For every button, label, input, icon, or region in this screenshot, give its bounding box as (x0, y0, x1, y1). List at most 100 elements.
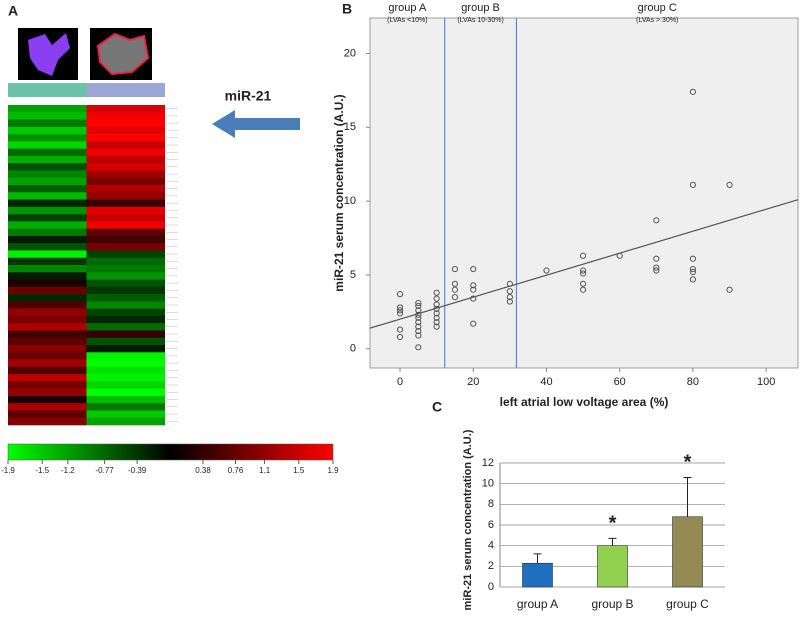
data-point (579, 286, 587, 293)
heatmap-cell (8, 381, 87, 389)
colorbar (7, 443, 334, 461)
data-point (653, 264, 660, 271)
heatmap-cell (86, 395, 165, 404)
heatmap-cell (8, 272, 87, 280)
data-point (543, 267, 550, 274)
data-point (579, 280, 587, 287)
data-point (451, 286, 459, 293)
heatmap-cell (8, 170, 87, 179)
heatmap-cell (8, 185, 87, 193)
data-point (415, 302, 422, 310)
heatmap-cell (8, 286, 87, 295)
data-point (451, 294, 459, 301)
gene-labels (166, 108, 178, 422)
heatmap-cell (86, 279, 165, 288)
heatmap-cell (8, 155, 87, 164)
data-point (506, 294, 513, 301)
x-tick-label: group C (666, 597, 709, 611)
heatmap-cell (8, 141, 87, 149)
error-bar (608, 537, 617, 546)
data-point (689, 268, 697, 276)
heatmap-cell (8, 228, 87, 237)
bar (597, 545, 628, 588)
heatmap-cell (8, 206, 87, 215)
arrow (212, 110, 300, 138)
heatmap-cell (86, 141, 165, 149)
colorbar-tick-label: -1.9 (1, 466, 15, 475)
heatmap-cell (8, 294, 87, 302)
heatmap-cell (8, 388, 87, 397)
heatmap-cell (8, 126, 87, 135)
heatmap-cell (86, 119, 165, 128)
data-point (433, 323, 440, 330)
heatmap-cell (8, 257, 87, 266)
y-tick-label: 0 (488, 581, 494, 593)
y-axis-label: miR-21 serum concentration (A.U.) (332, 94, 346, 291)
heatmap-cell (86, 308, 165, 317)
trend-line (369, 199, 799, 329)
heatmap-cell (8, 395, 87, 404)
heatmap-cell (86, 170, 165, 179)
heatmap-cell (8, 177, 87, 186)
heatmap-cell (8, 301, 87, 309)
heatmap-cell (8, 199, 87, 208)
heatmap-cell (86, 301, 165, 309)
data-point (433, 305, 440, 313)
heatmap-cell (86, 315, 165, 324)
data-point (470, 265, 477, 273)
x-tick-label: 20 (467, 376, 479, 388)
data-point (433, 289, 440, 296)
group-label: group C (638, 2, 677, 14)
data-point (415, 311, 422, 318)
thumbnail-shape (96, 32, 150, 76)
data-point (470, 286, 477, 293)
error-bar (683, 476, 692, 517)
heatmap-cell (8, 330, 87, 339)
panel-label: B (342, 1, 352, 17)
data-point (415, 319, 422, 326)
x-tick-label: 60 (614, 376, 626, 388)
heatmap-cell (8, 119, 87, 128)
data-point (470, 320, 477, 327)
data-point (689, 181, 697, 188)
colorbar-tick-label: 1.1 (259, 466, 271, 475)
x-axis-label: left atrial low voltage area (%) (500, 395, 669, 409)
heatmap-cell (86, 243, 165, 251)
data-point (433, 314, 440, 321)
heatmap-cell (86, 410, 165, 419)
data-point (415, 314, 422, 321)
heatmap-cell (86, 381, 165, 389)
data-point (396, 310, 404, 317)
data-point (433, 319, 440, 326)
data-point (470, 282, 477, 289)
heatmap-cell (86, 352, 165, 360)
data-point (433, 295, 440, 302)
heatmap-cell (86, 265, 165, 273)
y-tick-label: 20 (344, 47, 356, 59)
data-point (579, 252, 587, 259)
y-tick-label: 5 (350, 269, 356, 281)
heatmap-cell (8, 134, 87, 142)
heatmap-cell (8, 308, 87, 317)
heatmap-cell (8, 374, 87, 382)
heatmap-cell (8, 105, 87, 113)
data-point (415, 332, 422, 339)
data-point (415, 323, 422, 330)
heatmap-cell (86, 417, 165, 426)
heatmap-cell (86, 330, 165, 339)
heatmap-cell (86, 235, 165, 244)
heatmap-cell (8, 417, 87, 426)
heatmap-cell (8, 214, 87, 222)
colorbar-tick-label: -0.39 (128, 466, 147, 475)
data-point (653, 267, 660, 274)
heatmap-cell (86, 177, 165, 186)
y-axis-label: miR-21 serum concentration (A.U.) (462, 429, 474, 610)
group-note: (LVAs <10%) (387, 17, 427, 24)
heatmap-cell (8, 352, 87, 360)
data-point (506, 298, 513, 305)
heatmap-cell (8, 163, 87, 171)
y-tick-label: 2 (488, 560, 494, 572)
heatmap-cell (86, 345, 165, 353)
data-point (653, 217, 660, 224)
y-tick-label: 4 (488, 540, 494, 552)
